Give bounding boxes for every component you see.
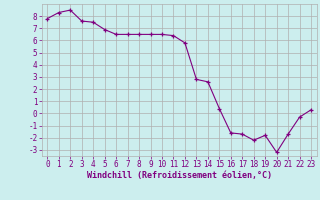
X-axis label: Windchill (Refroidissement éolien,°C): Windchill (Refroidissement éolien,°C) (87, 171, 272, 180)
